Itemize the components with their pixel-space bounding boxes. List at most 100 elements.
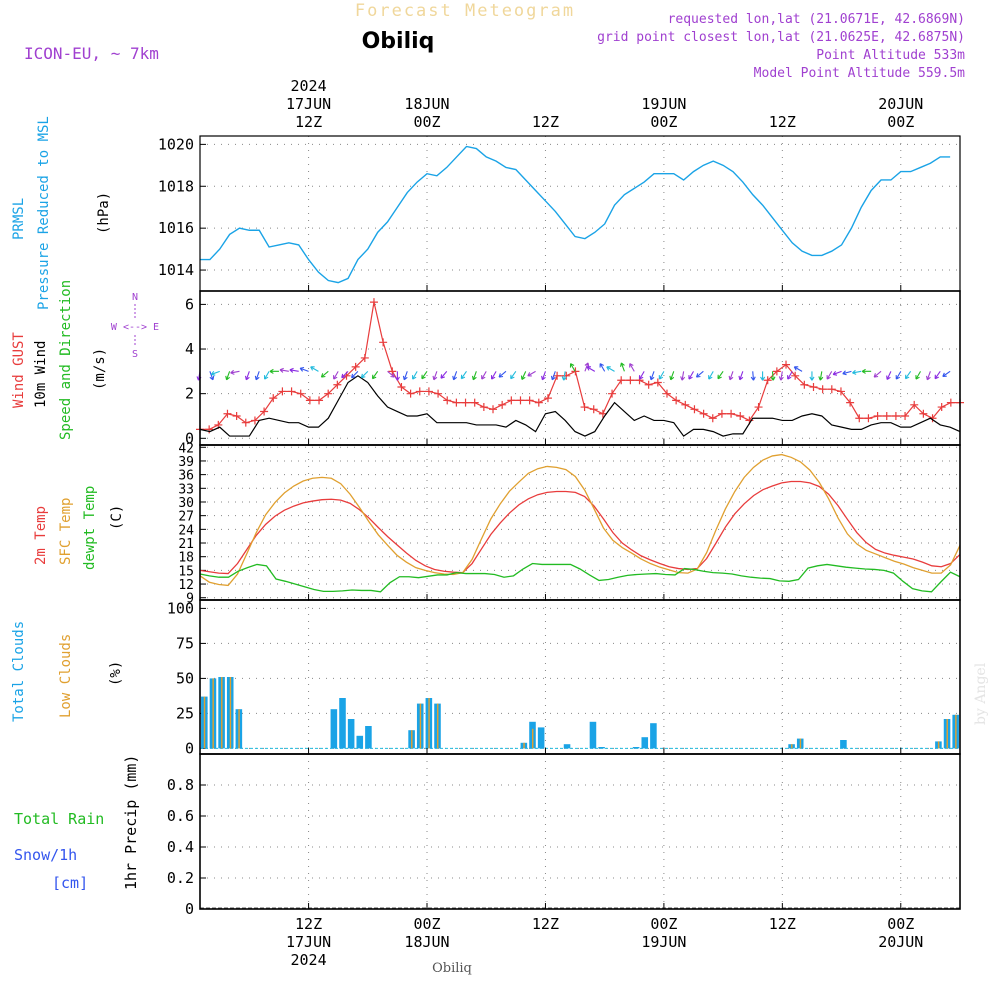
- bottom-tick-label: 00Z: [413, 915, 440, 933]
- gust-marker: [717, 409, 726, 418]
- y-tick-label: 0.4: [167, 838, 194, 856]
- gust-marker: [388, 367, 397, 376]
- wind-arrow: [333, 371, 339, 380]
- gust-marker: [379, 338, 388, 347]
- gust-marker: [855, 414, 864, 423]
- y-tick-label: 1020: [158, 135, 194, 153]
- wind-arrow: [886, 371, 892, 380]
- gust-marker: [241, 418, 250, 427]
- gust-marker: [305, 396, 314, 405]
- wind-arrow: [299, 366, 309, 372]
- wind-arrow: [412, 371, 418, 380]
- wind-arrow: [770, 371, 776, 381]
- wind-arrow: [561, 371, 567, 381]
- y-tick-label: 33: [178, 482, 194, 497]
- compass-s: S: [132, 349, 138, 360]
- top-tick-label: 20JUN: [878, 95, 923, 113]
- wind-arrow: [225, 371, 231, 381]
- gust-marker: [919, 409, 928, 418]
- wind-arrow: [310, 366, 319, 372]
- compass-we: W <--> E: [111, 322, 159, 333]
- gust-marker: [269, 394, 278, 403]
- total-cloud-bar: [563, 744, 571, 749]
- wind-arrow: [852, 369, 862, 375]
- top-tick-label: 00Z: [413, 113, 440, 131]
- wind-arrow: [606, 366, 615, 372]
- gust-marker: [260, 407, 269, 416]
- compass-n: N: [132, 292, 138, 303]
- wind-arrow: [421, 371, 428, 380]
- wind-arrow: [639, 371, 645, 380]
- grid-point-coords: grid point closest lon,lat (21.0625E, 42…: [597, 30, 965, 45]
- gust-marker: [562, 371, 571, 380]
- wind-arrow: [510, 371, 517, 380]
- wind-arrow: [750, 371, 756, 381]
- y-tick-label: 25: [176, 704, 194, 722]
- wind-arrow: [279, 367, 289, 373]
- gust-marker: [479, 403, 488, 412]
- total-clouds-label: Total Clouds: [11, 621, 27, 722]
- low-cloud-bar: [221, 677, 223, 749]
- wind-arrow: [787, 371, 793, 380]
- gust-line: [200, 302, 960, 430]
- wind-arrow: [210, 370, 220, 376]
- low-cloud-bar: [229, 677, 232, 749]
- wind-arrow: [926, 371, 931, 381]
- gust-marker: [598, 409, 607, 418]
- total-rain-label: Total Rain: [14, 810, 104, 828]
- gust-marker: [699, 409, 708, 418]
- total-cloud-bar: [840, 740, 847, 749]
- gust-marker: [324, 389, 333, 398]
- low-cloud-bar: [937, 741, 940, 749]
- gust-marker: [397, 382, 406, 391]
- top-tick-label: 12Z: [532, 113, 559, 131]
- wind-unit: (m/s): [92, 348, 108, 390]
- wind-arrow: [460, 371, 467, 380]
- gust-marker: [360, 353, 369, 362]
- wind-arrow: [760, 371, 766, 381]
- temp-dewpt-label: dewpt Temp: [82, 486, 98, 570]
- temp-sfc-line: [199, 453, 961, 587]
- wind-arrow: [717, 371, 724, 380]
- gust-marker: [653, 378, 662, 387]
- wind-arrow: [440, 370, 448, 379]
- gust-marker: [690, 405, 699, 414]
- wind-arrow: [832, 370, 842, 376]
- low-cloud-bar: [955, 714, 957, 749]
- total-cloud-bar: [598, 747, 605, 749]
- wind-arrow: [452, 371, 458, 381]
- wind-arrow: [387, 370, 395, 378]
- temp-2m-label: 2m Temp: [33, 506, 49, 565]
- y-tick-label: 30: [178, 496, 194, 511]
- wind-arrow: [351, 370, 359, 379]
- wind-arrow: [432, 371, 438, 381]
- y-tick-label: 0.6: [167, 807, 194, 825]
- temp-unit: (C): [109, 505, 125, 530]
- panel-frame: [199, 135, 961, 292]
- gust-marker: [836, 387, 845, 396]
- speed-direction-label: Speed and Direction: [58, 280, 74, 440]
- gust-marker: [489, 405, 498, 414]
- bottom-tick-label: 00Z: [650, 915, 677, 933]
- wind-arrow: [658, 371, 665, 380]
- y-tick-label: 1016: [158, 219, 194, 237]
- wind-arrow: [481, 371, 487, 380]
- y-tick-label: 9: [186, 592, 194, 607]
- bottom-tick-label: 00Z: [887, 915, 914, 933]
- total-cloud-bar: [365, 726, 372, 749]
- gust-marker: [827, 385, 836, 394]
- y-tick-label: 0.2: [167, 869, 194, 887]
- gust-marker: [287, 387, 296, 396]
- wind-arrow: [584, 362, 590, 372]
- low-cloud-bar: [411, 730, 413, 749]
- total-cloud-bar: [650, 723, 657, 749]
- wind-arrow: [490, 371, 497, 380]
- y-tick-label: 24: [178, 523, 194, 538]
- model-name: ICON-EU, ~ 7km: [24, 44, 159, 63]
- y-tick-label: 0: [185, 739, 194, 757]
- bottom-tick-label: 2024: [291, 951, 327, 969]
- gust-marker: [772, 367, 781, 376]
- wind-arrow: [360, 370, 369, 379]
